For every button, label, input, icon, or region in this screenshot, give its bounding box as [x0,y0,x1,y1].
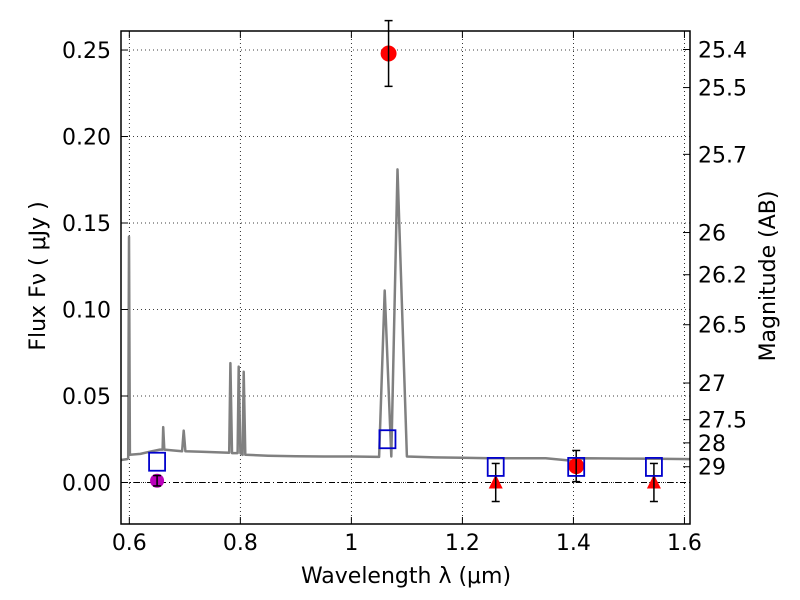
magnitude-tick-label: 28 [698,432,726,457]
x-tick-label: 1.2 [445,531,480,556]
magnitude-tick-label: 25.7 [698,143,747,168]
y-tick-label: 0.00 [62,471,111,496]
x-tick-label: 1 [344,531,358,556]
magnitude-tick-label: 26.5 [698,314,747,339]
y2-axis-title: Magnitude (AB) [756,191,781,362]
y-tick-label: 0.25 [62,39,111,64]
model-photometry-marker [567,457,586,477]
x-tick-label: 1.6 [667,531,702,556]
magnitude-tick-label: 27.5 [698,409,747,434]
y-tick-label: 0.20 [62,126,111,151]
y-tick-labels: 0.00 0.05 0.10 0.15 0.20 0.25 [62,39,111,496]
magnitude-tick-label: 26.2 [698,264,747,289]
model-photometry-marker [645,457,663,477]
magnitude-tick-label: 26 [698,222,726,247]
x-tick-labels: 0.6 0.8 1 1.2 1.4 1.6 [112,531,702,556]
model-spectrum-line [120,168,691,463]
model-photometry-marker [148,451,166,472]
x-tick-label: 0.6 [112,531,147,556]
model-photometry-marker [378,429,397,450]
magnitude-tick-label: 27 [698,372,726,397]
plot-frame [120,30,691,525]
data-marks [148,19,663,503]
y-tick-label: 0.15 [62,212,111,237]
tick-marks [121,31,690,524]
x-tick-label: 0.8 [223,531,258,556]
y-axis-title: Flux Fν ( μJy ) [26,201,51,350]
x-axis-title: Wavelength λ (μm) [301,564,511,589]
y-tick-label: 0.05 [62,385,111,410]
model-photometry-marker [486,457,505,477]
magnitude-tick-label: 25.4 [698,39,747,64]
y-tick-label: 0.10 [62,299,111,324]
x-tick-label: 1.4 [556,531,591,556]
magnitude-tick-label: 25.5 [698,77,747,102]
magnitude-tick-label: 29 [698,456,726,481]
